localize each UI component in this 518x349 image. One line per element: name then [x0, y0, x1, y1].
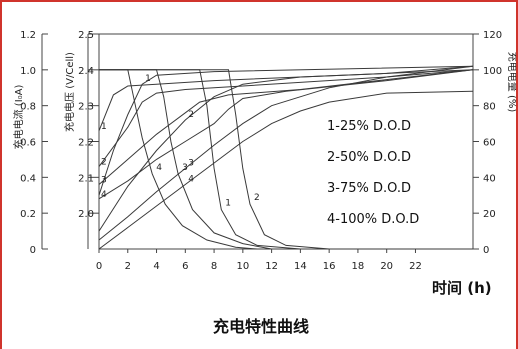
capacity-tick-label: 40 [483, 173, 496, 184]
legend-entry-1: 1-25% D.O.D [327, 119, 411, 134]
voltage-curve-label-2: 2 [101, 158, 107, 168]
legend-entry-4: 4-100% D.O.D [327, 212, 419, 227]
legend-entry-3: 3-75% D.O.D [327, 181, 411, 196]
current-tick-label: 0 [30, 245, 36, 256]
time-tick-label: 16 [323, 261, 336, 272]
voltage-curve-3 [98, 69, 474, 185]
capacity-curve-4 [98, 90, 474, 250]
voltage-axis-label: 充电电压 (V/Cell) [63, 52, 76, 132]
voltage-tick-label: 2.4 [78, 66, 94, 77]
current-curve-label-1: 1 [225, 199, 231, 209]
time-tick-label: 22 [409, 261, 422, 272]
capacity-tick-label: 0 [483, 245, 489, 256]
current-curve-1 [99, 69, 473, 250]
capacity-tick-label: 100 [483, 66, 502, 77]
legend-entry-2: 2-50% D.O.D [327, 150, 411, 165]
current-curve-label-4: 4 [156, 163, 162, 173]
time-tick-label: 8 [211, 261, 217, 272]
capacity-curve-label-2: 2 [188, 110, 194, 120]
time-tick-label: 6 [182, 261, 188, 272]
chart-caption: 充电特性曲线 [213, 317, 309, 336]
current-tick-label: 0.2 [20, 209, 36, 220]
capacity-curve-label-4: 4 [188, 175, 194, 185]
current-axis-label: 充电电流 (I₀A) [12, 85, 25, 150]
voltage-axis-ticks: 2.0 2.1 2.2 2.3 2.4 2.5 [78, 30, 99, 249]
time-tick-label: 14 [294, 261, 307, 272]
time-tick-label: 10 [236, 261, 249, 272]
time-axis-title: 时间 (h) [432, 279, 492, 297]
voltage-tick-label: 2.2 [78, 138, 94, 149]
current-curve-2 [99, 69, 473, 250]
time-tick-label: 4 [153, 261, 159, 272]
voltage-curve-4 [98, 69, 474, 200]
time-tick-label: 0 [96, 261, 102, 272]
capacity-axis-ticks: 0 20 40 60 80 100 120 [473, 30, 502, 256]
current-axis-ticks: 0 0.2 0.4 0.6 0.8 1.0 1.2 [20, 30, 48, 256]
current-tick-label: 0.6 [20, 138, 36, 149]
capacity-tick-label: 60 [483, 138, 496, 149]
capacity-curve-3 [98, 69, 474, 241]
current-curve-4 [99, 69, 473, 250]
current-tick-label: 0.8 [20, 102, 36, 113]
current-curve-label-2: 2 [254, 193, 260, 203]
time-axis-ticks: 0 2 4 6 8 10 12 14 16 18 20 22 [96, 249, 422, 272]
voltage-curve-2 [98, 65, 474, 167]
current-tick-label: 1.0 [20, 66, 36, 77]
voltage-tick-label: 2.5 [78, 30, 94, 41]
legend: 1-25% D.O.D 2-50% D.O.D 3-75% D.O.D 4-100% … [327, 119, 419, 227]
capacity-tick-label: 120 [483, 30, 502, 41]
time-tick-label: 18 [352, 261, 365, 272]
current-tick-label: 1.2 [20, 30, 36, 41]
current-curve-label-3: 3 [182, 163, 188, 173]
capacity-curve-1 [98, 65, 474, 196]
time-tick-label: 12 [265, 261, 278, 272]
voltage-curve-label-1: 1 [101, 122, 107, 132]
capacity-tick-label: 20 [483, 209, 496, 220]
current-tick-label: 0.4 [20, 173, 36, 184]
capacity-axis-label: 充电电量 (%) [506, 52, 518, 113]
time-tick-label: 2 [125, 261, 131, 272]
capacity-curve-label-3: 3 [188, 158, 194, 168]
voltage-curve-label-4: 4 [101, 190, 107, 200]
voltage-tick-label: 2.3 [78, 102, 94, 113]
current-curve-3 [99, 69, 473, 250]
voltage-curve-label-3: 3 [101, 176, 107, 186]
voltage-tick-label: 2.1 [78, 173, 94, 184]
capacity-curve-2 [98, 69, 474, 232]
time-tick-label: 20 [380, 261, 393, 272]
capacity-curve-label-1: 1 [145, 74, 151, 84]
capacity-tick-label: 80 [483, 102, 496, 113]
voltage-tick-label: 2.0 [78, 209, 94, 220]
